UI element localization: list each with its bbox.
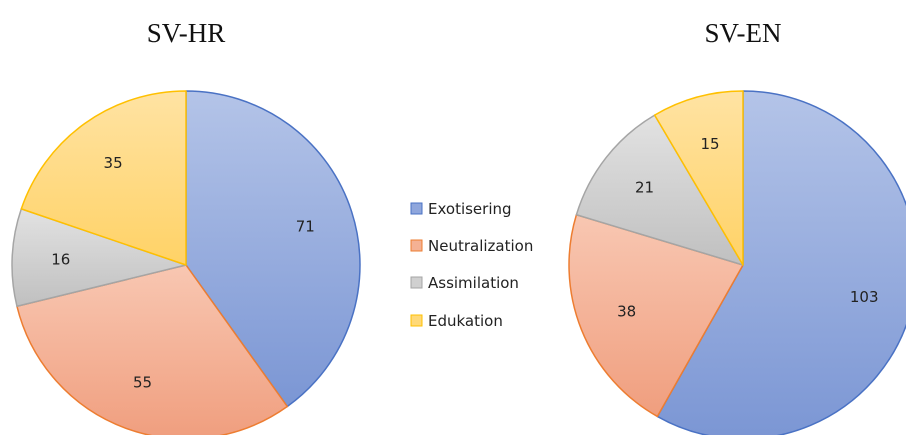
legend-label-exotisering: Exotisering (428, 200, 512, 218)
chart-title-sv-en: SV-EN (704, 18, 781, 48)
data-label-neutralization: 38 (617, 303, 636, 321)
legend: Exotisering Neutralization Assimilation … (410, 200, 533, 330)
pie-slice-edukation (20, 90, 187, 266)
legend-swatch-edukation (410, 314, 423, 327)
pie-slice-exotisering (185, 90, 361, 408)
pie-slice-exotisering (656, 90, 906, 435)
data-label-neutralization: 55 (133, 374, 152, 392)
data-label-exotisering: 103 (850, 288, 879, 306)
legend-swatch-exotisering (410, 202, 423, 215)
pie-slice-neutralization (16, 264, 289, 435)
pie-slice-edukation (653, 90, 744, 266)
data-label-assimilation: 21 (635, 179, 654, 197)
data-label-assimilation: 16 (51, 250, 70, 268)
data-label-exotisering: 71 (296, 218, 315, 236)
pie-chart-sv-en: 103 38 21 15 (568, 90, 906, 435)
legend-label-neutralization: Neutralization (428, 237, 533, 255)
pie-slice-assimilation (11, 208, 187, 308)
legend-label-assimilation: Assimilation (428, 274, 519, 292)
data-label-edukation: 15 (700, 135, 719, 153)
pie-slice-neutralization (568, 214, 744, 418)
legend-label-edukation: Edukation (428, 312, 503, 330)
legend-swatch-assimilation (410, 276, 423, 289)
legend-swatch-neutralization (410, 239, 423, 252)
pie-chart-sv-hr: 71 55 16 35 (11, 90, 361, 435)
chart-title-sv-hr: SV-HR (147, 18, 226, 48)
data-label-edukation: 35 (104, 154, 123, 172)
pie-slice-assimilation (575, 114, 744, 266)
